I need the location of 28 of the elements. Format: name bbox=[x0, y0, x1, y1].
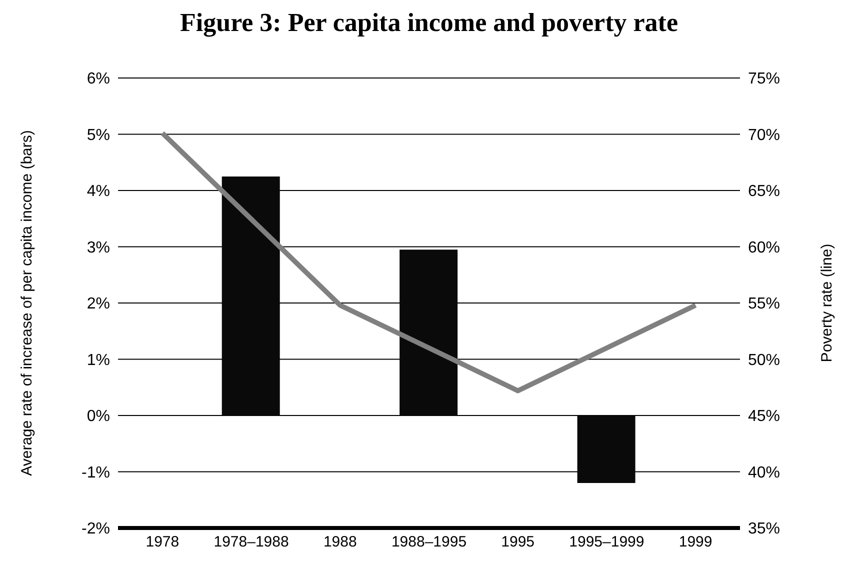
y2-tick-label: 40% bbox=[748, 464, 780, 482]
chart-title: Figure 3: Per capita income and poverty rate bbox=[179, 8, 679, 39]
y2-tick-label: 35% bbox=[748, 520, 780, 538]
x-tick-label: 1999 bbox=[678, 534, 712, 551]
y-tick-label: 0% bbox=[86, 408, 110, 426]
x-tick-label: 1988 bbox=[323, 534, 357, 551]
y-tick-label: 5% bbox=[86, 126, 110, 144]
y2-tick-label: 70% bbox=[748, 126, 780, 144]
y2-tick-label: 45% bbox=[748, 408, 780, 426]
y-tick-label: 3% bbox=[86, 239, 110, 256]
y-tick-label: 2% bbox=[86, 296, 110, 313]
x-tick-label: 1978 bbox=[146, 534, 180, 551]
y2-tick-label: 50% bbox=[748, 352, 780, 369]
x-tick-label: 1995–1999 bbox=[569, 534, 644, 551]
y2-axis-title: Poverty rate (line) bbox=[818, 244, 836, 362]
y-tick-label: 6% bbox=[86, 70, 110, 88]
y2-tick-label: 65% bbox=[748, 183, 780, 200]
y-axis-title: Average rate of increase of per capita income (bars) bbox=[18, 130, 36, 476]
y-tick-label: -1% bbox=[82, 464, 110, 482]
x-tick-label: 1978–1988 bbox=[214, 534, 289, 551]
y2-tick-label: 60% bbox=[748, 239, 780, 256]
y-tick-label: 1% bbox=[86, 352, 110, 369]
x-tick-label: 1995 bbox=[501, 534, 535, 551]
y2-tick-label: 55% bbox=[748, 296, 780, 313]
y-tick-label: 4% bbox=[86, 183, 110, 200]
y2-tick-label: 75% bbox=[748, 70, 780, 88]
x-tick-label: 1988–1995 bbox=[391, 534, 467, 551]
y-tick-label: -2% bbox=[82, 520, 110, 538]
